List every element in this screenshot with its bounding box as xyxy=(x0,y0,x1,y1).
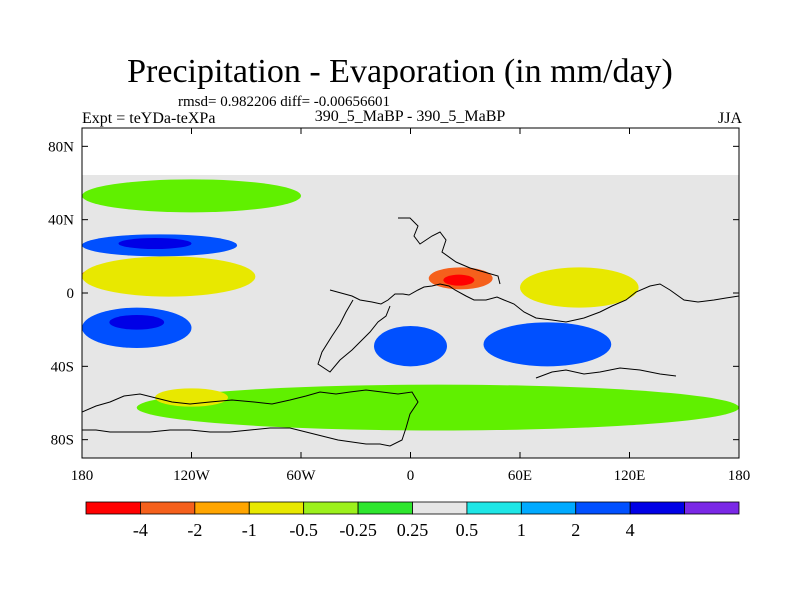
colorbar: -4 -2 -1 -0.5 -0.25 0.25 0.5 1 2 4 xyxy=(85,501,740,540)
colorbar-label: -0.25 xyxy=(339,520,377,540)
lat-tick-label: 40S xyxy=(51,359,74,375)
colorbar-label: -4 xyxy=(133,520,148,540)
contour-region-north-pacific-dry xyxy=(82,179,301,213)
colorbar-label: 0.25 xyxy=(397,520,429,540)
lon-tick-label: 120W xyxy=(173,468,211,484)
contour-region-africa-dry-core xyxy=(443,274,475,286)
lon-tick-label: 60W xyxy=(286,468,316,484)
colorbar-label: 0.5 xyxy=(456,520,479,540)
lon-tick-label: 120E xyxy=(614,468,646,484)
colorbar-label: -2 xyxy=(187,520,202,540)
contour-region-pacific-north-band-edge xyxy=(82,256,256,297)
colorbar-box xyxy=(85,501,141,515)
stats-label: rmsd= 0.982206 diff= -0.00656601 xyxy=(178,94,391,110)
colorbar-box xyxy=(412,501,468,515)
coastline-equator xyxy=(329,283,739,323)
lat-tick-label: 40N xyxy=(48,213,74,229)
coastline-south-america xyxy=(317,299,391,373)
colorbar-label: 1 xyxy=(517,520,526,540)
contour-region-southern-ocean-dry xyxy=(136,384,739,431)
contour-region-indian-dry xyxy=(520,267,639,308)
coastline-europe xyxy=(398,217,501,285)
colorbar-box xyxy=(248,501,305,515)
colorbar-box xyxy=(466,501,522,515)
lat-tick-label: 80S xyxy=(51,433,74,449)
lon-tick-label: 180 xyxy=(71,468,94,484)
colorbar-box xyxy=(357,501,413,515)
colorbar-box xyxy=(520,501,577,515)
colorbar-box xyxy=(303,501,359,515)
contour-region-indian-south-wet xyxy=(483,322,612,367)
season-label: JJA xyxy=(717,110,742,127)
colorbar-label: -0.5 xyxy=(289,520,318,540)
colorbar-label: 2 xyxy=(571,520,580,540)
colorbar-box xyxy=(194,501,250,515)
contour-region-north-pacific-core xyxy=(118,238,192,249)
contour-region-pacific-south-wet-core xyxy=(109,315,165,330)
lat-tick-label: 0 xyxy=(67,286,75,302)
lon-tick-label: 180 xyxy=(728,468,751,484)
colorbar-box xyxy=(575,501,631,515)
lon-tick-label: 0 xyxy=(407,468,415,484)
plot-title: Precipitation - Evaporation (in mm/day) xyxy=(127,53,673,90)
colorbar-box xyxy=(629,501,685,515)
lon-tick-label: 60E xyxy=(508,468,532,484)
lat-tick-label: 80N xyxy=(48,139,74,155)
contour-field xyxy=(82,175,739,458)
contour-regions xyxy=(82,179,739,431)
experiment-label: Expt = teYDa-teXPa xyxy=(82,110,216,127)
contour-region-south-atlantic-wet xyxy=(374,326,447,367)
comparison-label: 390_5_MaBP - 390_5_MaBP xyxy=(314,108,506,125)
colorbar-box xyxy=(684,501,740,515)
colorbar-label: -1 xyxy=(242,520,257,540)
colorbar-box xyxy=(140,501,196,515)
coastline-australia xyxy=(535,367,677,379)
colorbar-label: 4 xyxy=(626,520,635,540)
axes: 180 120W 60W 0 60E 120E 180 80N 40N 0 40S 80S xyxy=(48,128,750,484)
coastline-antarctica xyxy=(82,389,419,447)
